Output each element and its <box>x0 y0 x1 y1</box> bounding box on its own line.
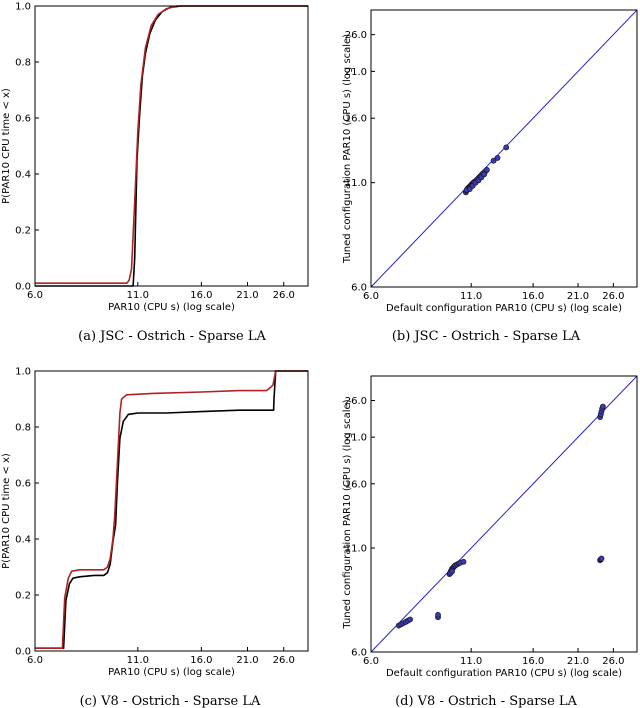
scatter-point <box>490 157 497 164</box>
chart-d: 6.0 11.0 16.0 21.0 26.06.011.016.021.026.0De… <box>342 375 638 708</box>
x-tick-label: 11.0 <box>127 655 149 666</box>
y-tick-label: 0.0 <box>15 647 31 658</box>
x-tick-label: 21.0 <box>236 290 258 301</box>
x-axis-label: PAR10 (CPU s) (log scale) <box>108 302 235 313</box>
y-tick-label: 0.6 <box>15 114 31 125</box>
subfigure-caption: (c) V8 - Ostrich - Sparse LA <box>80 694 261 708</box>
x-tick-label: 21.0 <box>236 655 258 666</box>
y-axis-label: P(PAR10 CPU time < x) <box>1 453 12 569</box>
x-tick-label: 26.0 <box>273 290 295 301</box>
scatter-point <box>407 616 413 623</box>
y-tick-label: 16.0 <box>345 114 367 125</box>
y-tick-label: 1.0 <box>15 2 31 13</box>
x-tick-label: 6.0 <box>27 655 43 666</box>
x-tick-label: 6.0 <box>363 656 379 667</box>
y-tick-label: 0.4 <box>15 535 31 546</box>
y-axis-label: Tuned configuration PAR10 (CPU s) (log s… <box>342 399 353 629</box>
chart-b: 6.0 11.0 16.0 21.0 26.06.011.016.021.026.0De… <box>342 9 638 344</box>
y-axis-label: Tuned configuration PAR10 (CPU s) (log s… <box>342 34 353 264</box>
x-tick-label: 21.0 <box>567 291 589 302</box>
x-axis-label: PAR10 (CPU s) (log scale) <box>108 667 235 678</box>
y-tick-label: 6.0 <box>351 648 367 659</box>
x-axis-label: Default configuration PAR10 (CPU s) (log… <box>386 303 622 314</box>
scatter-point <box>503 144 510 151</box>
y-tick-label: 26.0 <box>345 396 367 407</box>
scatter-point <box>600 403 606 410</box>
x-tick-label: 6.0 <box>27 290 43 301</box>
y-tick-label: 1.0 <box>15 367 31 378</box>
x-tick-label: 26.0 <box>602 291 624 302</box>
x-tick-label: 16.0 <box>190 290 212 301</box>
scatter-point <box>598 555 605 562</box>
x-tick-label: 16.0 <box>190 655 212 666</box>
y-tick-label: 26.0 <box>345 30 367 41</box>
scatter-point <box>435 612 441 618</box>
series-line-default <box>35 370 308 650</box>
diagonal-line <box>370 375 638 653</box>
y-tick-label: 11.0 <box>345 544 367 555</box>
y-tick-label: 0.8 <box>15 58 31 69</box>
scatter-point <box>449 568 455 575</box>
x-tick-label: 26.0 <box>602 656 624 667</box>
x-tick-label: 16.0 <box>522 656 544 667</box>
x-tick-label: 21.0 <box>567 656 589 667</box>
y-tick-label: 21.0 <box>345 433 367 444</box>
x-tick-label: 11.0 <box>460 656 482 667</box>
y-tick-label: 21.0 <box>345 67 367 78</box>
y-axis-label: P(PAR10 CPU time < x) <box>1 88 12 204</box>
series-line-tuned <box>35 370 308 650</box>
subfigure-caption: (d) V8 - Ostrich - Sparse LA <box>395 694 577 708</box>
plot-frame <box>370 9 638 288</box>
x-tick-label: 6.0 <box>363 291 379 302</box>
x-tick-label: 16.0 <box>522 291 544 302</box>
x-tick-label: 11.0 <box>127 290 149 301</box>
scatter-point <box>460 558 467 565</box>
plot-frame <box>34 5 309 287</box>
y-tick-label: 0.6 <box>15 479 31 490</box>
y-tick-label: 0.0 <box>15 282 31 293</box>
scatter-point <box>481 171 488 178</box>
series-line-tuned <box>35 5 308 285</box>
y-tick-label: 0.8 <box>15 423 31 434</box>
scatter-point <box>494 154 501 161</box>
y-tick-label: 16.0 <box>345 479 367 490</box>
y-tick-label: 0.2 <box>15 591 31 602</box>
plot-frame <box>370 375 638 653</box>
subfigure-caption: (a) JSC - Ostrich - Sparse LA <box>78 329 266 344</box>
y-tick-label: 0.4 <box>15 170 31 181</box>
y-tick-label: 0.2 <box>15 226 31 237</box>
x-axis-label: Default configuration PAR10 (CPU s) (log… <box>386 668 622 679</box>
plot-frame <box>34 370 309 652</box>
y-tick-label: 6.0 <box>351 283 367 294</box>
chart-a: 6.0 11.0 16.0 21.0 26.0 0.0 0.2 0.4 0.6 0.8 1.0 PAR… <box>1 2 309 344</box>
scatter-point <box>483 166 490 173</box>
subfigure-caption: (b) JSC - Ostrich - Sparse LA <box>392 329 581 344</box>
x-tick-label: 11.0 <box>460 291 482 302</box>
x-tick-label: 26.0 <box>273 655 295 666</box>
chart-c: 6.0 11.0 16.0 21.0 26.0 0.0 0.2 0.4 0.6 0.8 1.0 PAR… <box>1 367 309 708</box>
series-line-default <box>35 5 308 287</box>
y-tick-label: 11.0 <box>345 178 367 189</box>
